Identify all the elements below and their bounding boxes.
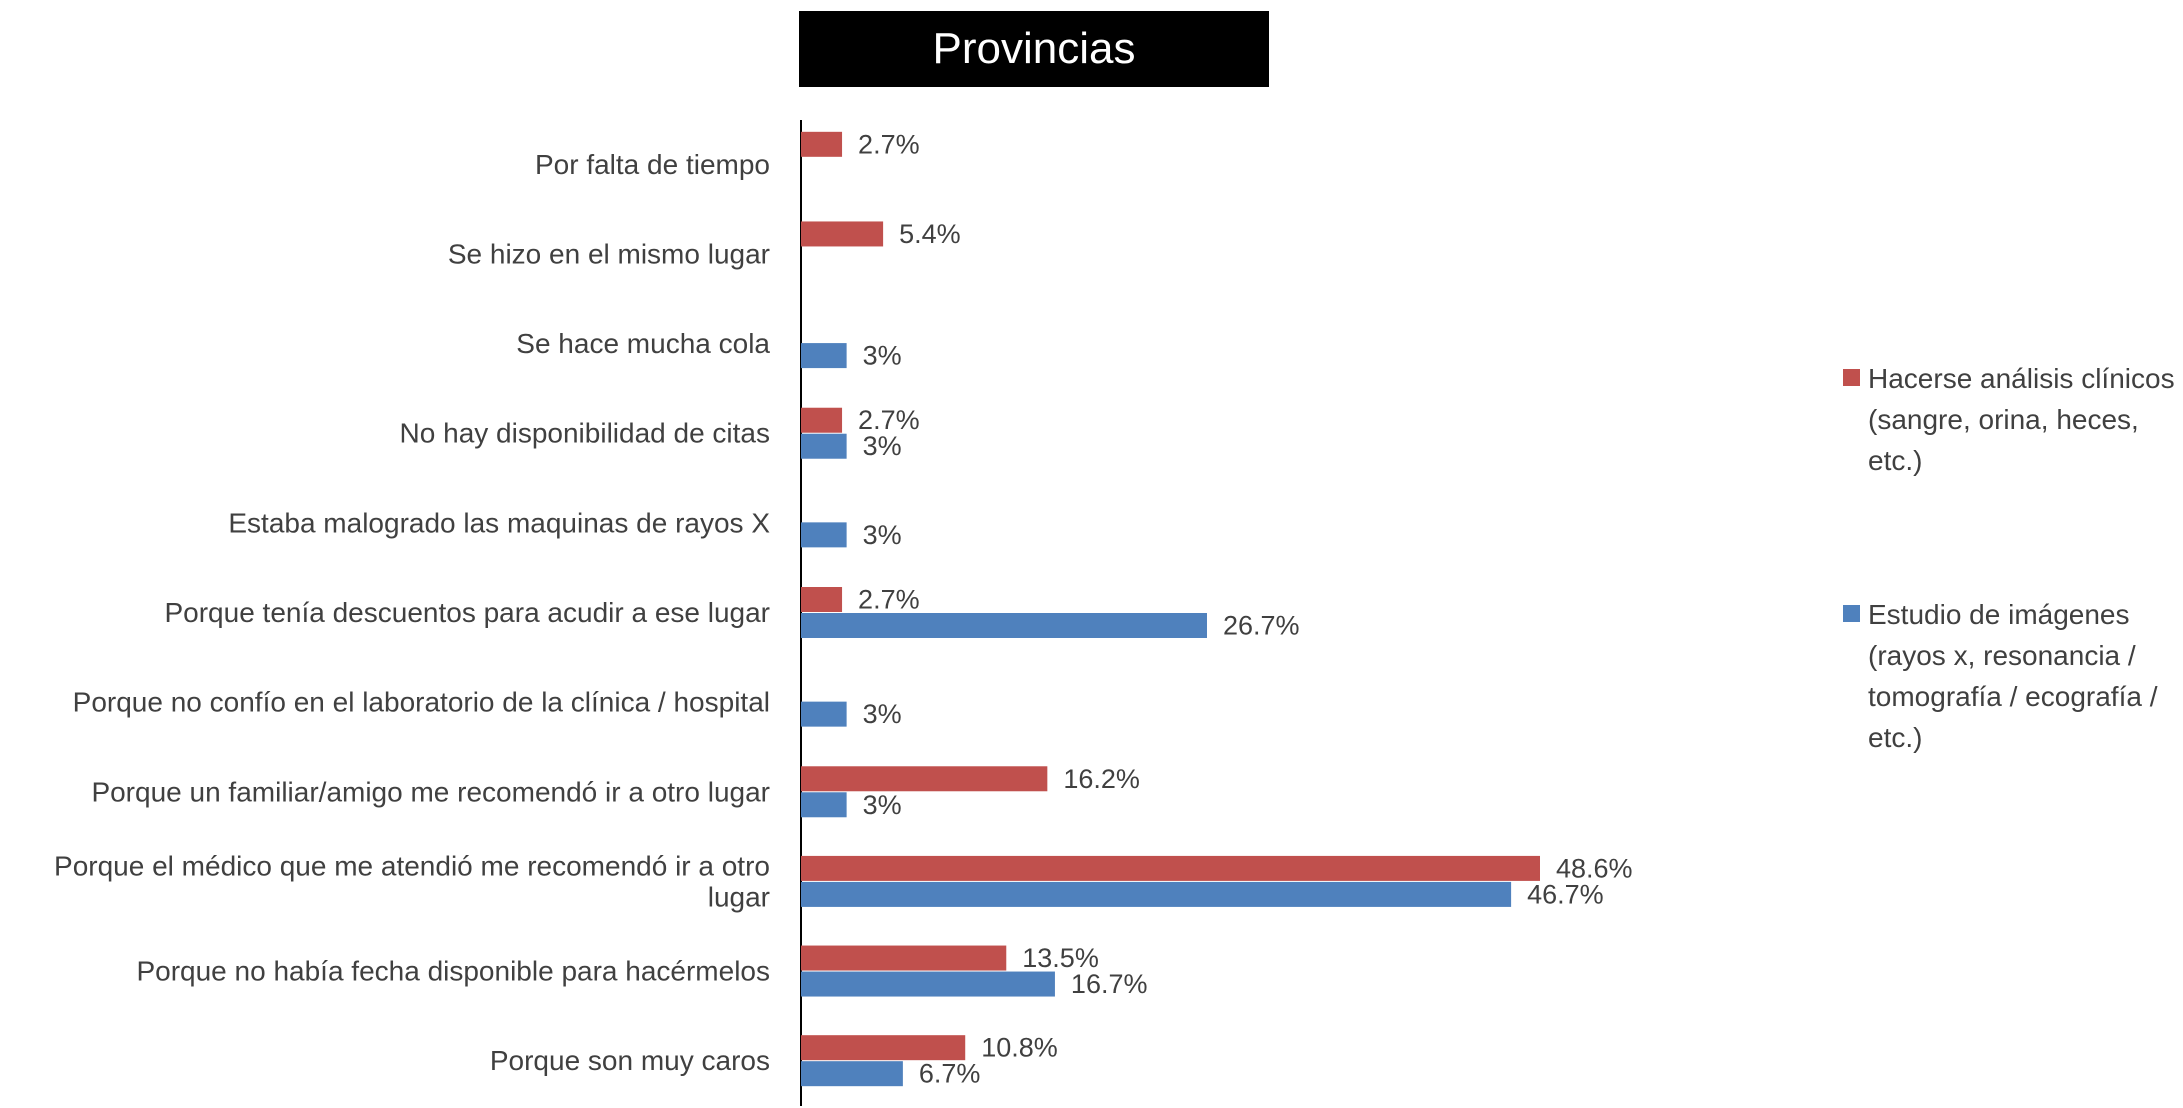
bar-imagenes <box>801 971 1055 997</box>
data-label: 16.2% <box>1063 764 1140 794</box>
legend-label: Estudio de imágenes (rayos x, resonancia … <box>1868 599 2158 753</box>
data-label: 3% <box>863 431 902 461</box>
category-label: Por falta de tiempo <box>535 149 770 180</box>
data-label: 2.7% <box>858 405 920 435</box>
bar-analisis <box>801 131 843 157</box>
bar-analisis <box>801 855 1540 881</box>
bar-analisis <box>801 221 884 247</box>
category-label: Se hizo en el mismo lugar <box>448 238 770 269</box>
data-label: 16.7% <box>1071 969 1148 999</box>
bar-imagenes <box>801 613 1207 638</box>
category-label: Porque son muy caros <box>490 1045 770 1076</box>
data-label: 5.4% <box>899 219 961 249</box>
data-label: 2.7% <box>858 129 920 159</box>
bar-analisis <box>801 945 1007 971</box>
category-label: Porque un familiar/amigo me recomendó ir… <box>91 776 770 807</box>
bar-imagenes <box>801 522 847 548</box>
bar-analisis <box>801 587 843 612</box>
category-label: Porque el médico que me atendió me recom… <box>54 850 770 912</box>
bar-analisis <box>801 1035 966 1061</box>
category-label: Porque no había fecha disponible para ha… <box>136 956 770 987</box>
data-label: 3% <box>863 699 902 729</box>
bar-imagenes <box>801 433 847 459</box>
category-label: Porque tenía descuentos para acudir a es… <box>164 597 770 628</box>
category-label: Porque no confío en el laboratorio de la… <box>73 687 770 718</box>
data-label: 13.5% <box>1022 943 1099 973</box>
data-label: 3% <box>863 790 902 820</box>
bar-imagenes <box>801 701 847 727</box>
data-label: 3% <box>863 520 902 550</box>
legend-label: Hacerse análisis clínicos (sangre, orina,… <box>1868 363 2175 476</box>
bar-imagenes <box>801 1061 903 1087</box>
category-label: No hay disponibilidad de citas <box>400 418 770 449</box>
bar-imagenes <box>801 343 847 369</box>
legend-swatch <box>1843 605 1860 622</box>
bar-imagenes <box>801 792 847 818</box>
data-label: 6.7% <box>919 1059 981 1089</box>
data-label: 2.7% <box>858 585 920 615</box>
legend-swatch <box>1843 369 1860 386</box>
bar-analisis <box>801 407 843 433</box>
data-label: 10.8% <box>981 1033 1058 1063</box>
data-label: 3% <box>863 341 902 371</box>
data-label: 46.7% <box>1527 879 1604 909</box>
data-label: 26.7% <box>1223 611 1300 641</box>
chart-title: Provincias <box>799 11 1269 87</box>
bar-analisis <box>801 766 1048 792</box>
data-label: 48.6% <box>1556 853 1633 883</box>
bar-imagenes <box>801 881 1512 907</box>
category-label: Se hace mucha cola <box>516 328 770 359</box>
category-label: Estaba malogrado las maquinas de rayos X <box>228 507 770 538</box>
